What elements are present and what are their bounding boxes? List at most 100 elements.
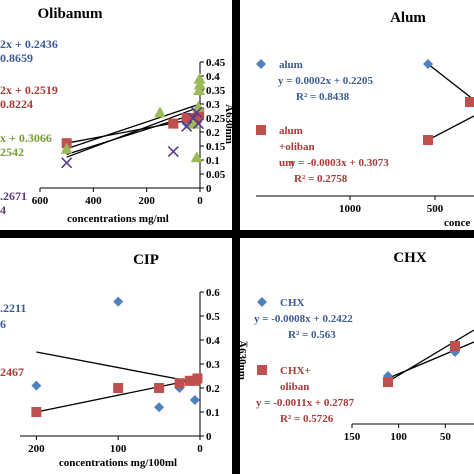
cip-y-tick-label: 0.6 [206,287,220,299]
panel-cip [0,238,232,474]
cip-y-tick-label: 0.4 [206,335,220,347]
cip-annotation: .2211 [0,301,26,315]
olibanum-point-x [181,120,193,132]
olibanum-y-tick-label: 0.25 [206,113,226,125]
alum-legend-equation: y = 0.0002x + 0.2205 [278,75,374,87]
olibanum-point-triangle [192,100,205,112]
alum-legend-marker [256,125,266,135]
cip-point-square [184,375,195,386]
olibanum-annotation: 2542 [0,145,24,159]
olibanum-y-tick-label: 0 [206,183,212,195]
panel-chx [240,238,474,474]
olibanum-trendline [66,103,201,150]
olibanum-point-x [191,106,203,118]
cip-y-tick-label: 0.2 [206,383,220,395]
chx-legend-equation: y = -0.0011x + 0.2787 [256,397,355,409]
alum-legend-marker [256,59,266,69]
chx-x-tick-label: 50 [440,431,452,443]
cip-annotation: 2467 [0,365,24,379]
cip-point-square [31,407,42,417]
alum-legend-r2: R² = 0.2758 [294,173,348,185]
alum-legend-label: +oliban [279,141,315,153]
cip-point-square [192,373,203,384]
alum-point [423,135,433,145]
olibanum-point-triangle [154,106,166,118]
olibanum-y-tick-label: 0.2 [206,127,220,139]
cip-point-diamond [31,380,42,391]
chx-legend-label: CHX+ [280,365,311,377]
olibanum-y-tick-label: 0.3 [206,99,220,111]
cip-point-diamond [189,395,200,405]
cip-point-diamond [113,296,124,307]
olibanum-point-x [167,146,179,158]
olibanum-point-x [192,118,204,130]
olibanum-annotation: 4 [0,203,6,217]
cip-ylabel: A̅630nm [236,340,248,380]
alum-legend-equation: y = -0.0003x + 0.3073 [290,157,389,169]
olibanum-point-triangle [190,151,203,163]
cip-y-tick-label: 0.1 [206,407,220,419]
chx-legend-label: oliban [280,381,309,393]
olibanum-y-tick-label: 0.15 [206,141,226,153]
cip-annotation: 6 [0,317,6,331]
cip-xlabel: concentrations mg/100ml [59,457,177,469]
olibanum-ylabel: A̅630nm [223,104,235,144]
olibanum-x-tick-label: 600 [32,195,49,207]
cip-x-tick-label: 0 [197,443,203,455]
alum-x-tick-label: 500 [427,203,444,215]
alum-point [423,59,433,69]
cip-trendline [36,351,201,384]
alum-trendline [427,63,474,101]
olibanum-y-tick-label: 0.35 [206,85,226,97]
cip-y-tick-label: 0 [206,431,212,443]
cip-point-square [154,383,165,393]
olibanum-y-tick-label: 0.05 [206,169,226,181]
olibanum-point-square [168,118,179,129]
panel-alum [240,0,474,230]
cip-title: CIP [133,252,159,268]
olibanum-point-triangle [60,142,73,154]
olibanum-annotation: 0.8659 [0,51,33,65]
cip-point-square [174,378,185,389]
alum-trendline [427,115,474,141]
olibanum-y-tick-label: 0.45 [206,57,226,69]
chx-point [450,341,460,351]
olibanum-point-triangle [193,78,206,90]
alum-legend-label: alum [279,125,303,137]
chx-trendline [383,329,474,385]
cip-x-tick-label: 100 [110,443,127,455]
olibanum-x-tick-label: 400 [85,195,102,207]
olibanum-trendline [66,106,201,158]
chx-legend-equation: y = -0.0008x + 0.2422 [254,313,353,325]
chx-legend-label: CHX [280,297,305,309]
alum-xlabel: conce [444,217,470,229]
olibanum-point-triangle [193,84,206,95]
chx-point [383,377,393,387]
cip-y-tick-label: 0.5 [206,311,220,323]
chx-title: CHX [393,250,427,266]
olibanum-y-tick-label: 0.4 [206,71,220,83]
olibanum-point-square [194,107,205,118]
cip-y-tick-label: 0.3 [206,359,220,371]
olibanum-annotation: .2671 [0,189,27,203]
cip-point-square [113,383,124,393]
chx-x-tick-label: 150 [344,431,361,443]
olibanum-x-tick-label: 200 [138,195,155,207]
olibanum-point-square [181,113,192,123]
chx-legend-r2: R² = 0.563 [288,329,336,341]
alum-x-tick-label: 1000 [339,203,362,215]
alum-legend-label: alum [279,59,303,71]
alum-title: Alum [390,10,426,26]
chx-legend-r2: R² = 0.5726 [280,413,334,425]
olibanum-point-triangle [193,72,206,84]
chx-legend-marker [257,365,267,375]
alum-legend-r2: R² = 0.8438 [296,91,350,103]
olibanum-point-x [61,157,73,169]
cip-trendline [36,377,201,413]
cip-x-tick-label: 200 [28,443,45,455]
olibanum-annotation: 2x + 0.2436 [0,37,58,51]
olibanum-annotation: 0.8224 [0,97,33,111]
chx-x-tick-label: 100 [390,431,407,443]
olibanum-annotation: x + 0.3066 [0,131,52,145]
